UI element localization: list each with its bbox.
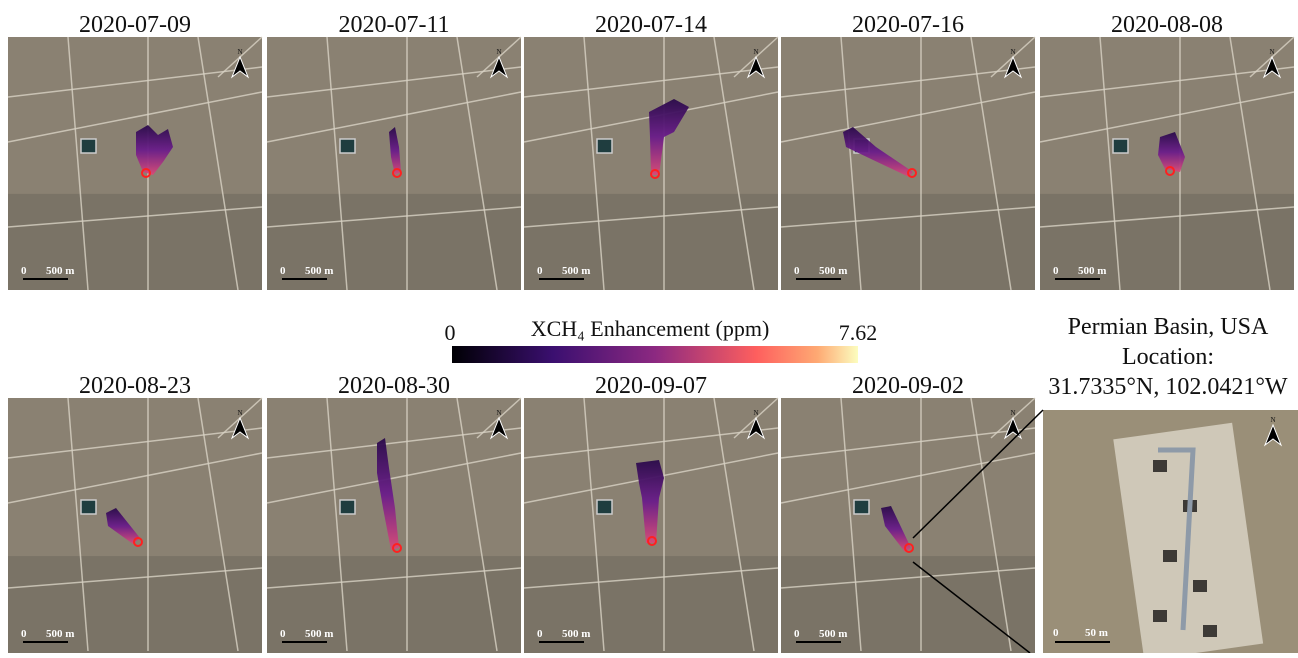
north-label: N [496, 409, 501, 417]
colorbar-max: 7.62 [839, 320, 878, 345]
pond [81, 139, 96, 153]
north-label: N [1269, 48, 1274, 56]
scale-bar [796, 278, 841, 280]
scale-start: 0 [1053, 265, 1059, 277]
equipment [1203, 625, 1217, 637]
panel-date: 2020-07-16 [852, 12, 964, 38]
equipment [1193, 580, 1207, 592]
north-label: N [237, 409, 242, 417]
location-site: Permian Basin, USA [1068, 314, 1269, 340]
scale-label: 500 m [46, 628, 74, 640]
location-heading: Location: [1122, 344, 1214, 370]
north-label: N [496, 48, 501, 56]
scale-start: 0 [794, 628, 800, 640]
scale-label: 500 m [1078, 265, 1106, 277]
north-label: N [1010, 409, 1015, 417]
satellite-panel: N 0 500 m [781, 37, 1035, 290]
scale-bar [796, 641, 841, 643]
location-coords: 31.7335°N, 102.0421°W [1048, 374, 1288, 400]
scale-label: 500 m [305, 628, 333, 640]
satellite-panel: N 0 500 m [524, 37, 778, 290]
scale-label: 500 m [46, 265, 74, 277]
pond [854, 500, 869, 514]
scale-label: 500 m [562, 628, 590, 640]
pond [340, 500, 355, 514]
north-label: N [237, 48, 242, 56]
panel-date: 2020-07-14 [595, 12, 707, 38]
scale-bar [23, 278, 68, 280]
scale-bar [539, 278, 584, 280]
panel-date: 2020-08-23 [79, 373, 191, 399]
scale-label: 500 m [819, 628, 847, 640]
figure: 2020-07-09 N 0 500 m 2020-07-11 N 0 500 m 2020-0… [0, 0, 1298, 653]
pond [1113, 139, 1128, 153]
scale-bar [23, 641, 68, 643]
panel-date: 2020-09-07 [595, 373, 707, 399]
pond [597, 500, 612, 514]
panel-date: 2020-08-08 [1111, 12, 1223, 38]
colorbar [452, 346, 858, 363]
equipment [1163, 550, 1177, 562]
pond [340, 139, 355, 153]
panel-date: 2020-08-30 [338, 373, 450, 399]
satellite-panel: N 0 500 m [1040, 37, 1294, 290]
pond [81, 500, 96, 514]
scale-label: 500 m [562, 265, 590, 277]
pond [597, 139, 612, 153]
north-label: N [1270, 416, 1275, 424]
scale-bar [1055, 278, 1100, 280]
north-label: N [753, 48, 758, 56]
scale-start: 0 [21, 265, 27, 277]
scale-start: 0 [537, 265, 543, 277]
inset-scale-bar [1055, 641, 1110, 643]
north-label: N [753, 409, 758, 417]
inset-scale-label: 50 m [1085, 627, 1108, 639]
scale-label: 500 m [305, 265, 333, 277]
panel-date: 2020-07-09 [79, 12, 191, 38]
scale-bar [282, 641, 327, 643]
north-label: N [1010, 48, 1015, 56]
scale-label: 500 m [819, 265, 847, 277]
satellite-panel: N 0 500 m [267, 398, 521, 653]
colorbar-label: XCH₄ Enhancement (ppm) [531, 316, 770, 341]
inset-panel: N 0 50 m [1043, 410, 1298, 653]
scale-start: 0 [794, 265, 800, 277]
inset-scale-start: 0 [1053, 627, 1059, 639]
scale-bar [539, 641, 584, 643]
satellite-panel: N 0 500 m [267, 37, 521, 290]
equipment [1153, 460, 1167, 472]
scale-start: 0 [21, 628, 27, 640]
equipment [1153, 610, 1167, 622]
panel-date: 2020-09-02 [852, 373, 964, 399]
scale-start: 0 [280, 628, 286, 640]
scale-start: 0 [537, 628, 543, 640]
satellite-panel: N 0 500 m [8, 37, 262, 290]
scale-start: 0 [280, 265, 286, 277]
satellite-panel: N 0 500 m [8, 398, 262, 653]
colorbar-min: 0 [445, 320, 456, 345]
satellite-panel: N 0 500 m [524, 398, 778, 653]
scale-bar [282, 278, 327, 280]
panel-date: 2020-07-11 [338, 12, 449, 38]
satellite-panel: N 0 500 m [781, 398, 1035, 653]
